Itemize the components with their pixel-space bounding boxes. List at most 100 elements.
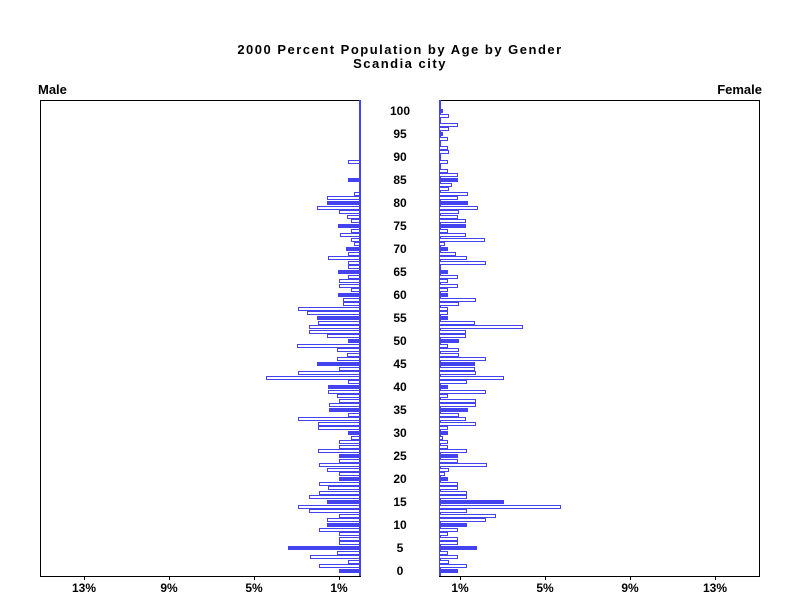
male-bar-age-49 [297, 344, 360, 348]
female-bar-age-28 [439, 440, 448, 444]
female-bar-age-87 [439, 169, 448, 173]
male-bar-age-60 [338, 293, 360, 297]
age-tick-label-30: 30 [393, 426, 407, 440]
male-bar-age-64 [348, 275, 360, 279]
female-bar-age-64 [439, 275, 458, 279]
female-bar-age-62 [439, 284, 458, 288]
female-bar-age-34 [439, 413, 459, 417]
male-bar-age-77 [347, 215, 360, 219]
female-bar-age-91 [439, 150, 449, 154]
female-bar-age-97 [439, 123, 458, 127]
male-bar-age-41 [348, 380, 360, 384]
female-bar-age-96 [439, 127, 449, 131]
female-bar-age-83 [439, 187, 449, 191]
female-bar-age-55 [439, 316, 448, 320]
female-bar-age-89 [439, 160, 448, 164]
female-bar-age-32 [439, 422, 476, 426]
male-bar-age-17 [319, 491, 360, 495]
male-bar-age-24 [339, 459, 360, 463]
percent-tick [715, 576, 716, 580]
female-bar-age-0 [439, 569, 458, 573]
male-bar-age-79 [317, 206, 360, 210]
female-bar-age-54 [439, 321, 475, 325]
female-bar-age-19 [439, 482, 458, 486]
male-bar-age-39 [328, 390, 360, 394]
male-bar-age-27 [339, 445, 360, 449]
female-bar-age-4 [439, 551, 448, 555]
female-bar-age-67 [439, 261, 486, 265]
male-bar-age-55 [317, 316, 360, 320]
male-bar-age-75 [338, 224, 360, 228]
male-bar-age-23 [319, 463, 360, 467]
female-bar-age-2 [439, 560, 449, 564]
chart-title: 2000 Percent Population by Age by Gender [237, 42, 563, 57]
female-bar-age-24 [439, 459, 458, 463]
female-bar-age-68 [439, 256, 467, 260]
female-bar-age-78 [439, 210, 459, 214]
male-bar-age-62 [339, 284, 360, 288]
percent-tick-label-13%: 13% [702, 581, 728, 595]
male-bar-age-14 [298, 505, 360, 509]
female-bar-age-6 [439, 541, 458, 545]
male-bar-age-67 [348, 261, 360, 265]
female-bar-age-81 [439, 196, 458, 200]
male-bar-age-46 [337, 357, 360, 361]
female-bar-age-13 [439, 509, 467, 513]
male-bar-age-19 [319, 482, 360, 486]
female-bar-age-48 [439, 348, 459, 352]
male-bar-age-20 [339, 477, 360, 481]
female-bar-age-16 [439, 495, 467, 499]
male-bar-age-31 [318, 426, 360, 430]
male-bar-age-68 [328, 256, 360, 260]
female-bar-age-72 [439, 238, 485, 242]
percent-tick [169, 576, 170, 580]
male-bar-age-2 [348, 560, 360, 564]
female-bar-age-33 [439, 417, 466, 421]
percent-tick-label-5%: 5% [245, 581, 263, 595]
female-bar-age-18 [439, 486, 458, 490]
chart-subtitle: Scandia city [353, 56, 447, 71]
female-bar-age-84 [439, 183, 452, 187]
female-bar-age-10 [439, 523, 467, 527]
age-tick-label-60: 60 [393, 288, 407, 302]
female-bar-age-57 [439, 307, 448, 311]
female-bar-age-77 [439, 215, 458, 219]
female-bar-age-95 [439, 132, 443, 136]
female-bar-age-92 [439, 146, 448, 150]
male-bar-age-71 [354, 242, 360, 246]
female-bar-age-30 [439, 431, 448, 435]
male-panel [40, 100, 361, 577]
age-tick-label-80: 80 [393, 196, 407, 210]
female-bar-age-80 [439, 201, 468, 205]
female-bar-age-69 [439, 252, 456, 256]
age-tick-label-100: 100 [389, 104, 411, 118]
male-bar-age-12 [339, 514, 360, 518]
male-bar-age-76 [351, 219, 360, 223]
age-tick-label-35: 35 [393, 403, 407, 417]
female-bar-age-35 [439, 408, 468, 412]
female-bar-age-56 [439, 311, 448, 315]
female-bar-age-75 [439, 224, 466, 228]
percent-tick [84, 576, 85, 580]
age-tick-label-50: 50 [393, 334, 407, 348]
female-bar-age-50 [439, 339, 459, 343]
male-bar-age-74 [351, 229, 360, 233]
male-bar-age-70 [346, 247, 360, 251]
female-bar-age-99 [439, 114, 449, 118]
female-bar-age-23 [439, 463, 487, 467]
female-bar-age-61 [439, 288, 448, 292]
female-bar-age-63 [439, 279, 448, 283]
female-bar-age-25 [439, 454, 458, 458]
female-bar-age-59 [439, 298, 476, 302]
female-bar-age-27 [439, 445, 448, 449]
male-bar-age-13 [309, 509, 360, 513]
male-bar-age-29 [351, 436, 360, 440]
age-tick-label-70: 70 [393, 242, 407, 256]
age-tick-label-90: 90 [393, 150, 407, 164]
male-bar-age-36 [329, 403, 360, 407]
male-bar-age-10 [327, 523, 360, 527]
female-bar-age-8 [439, 532, 448, 536]
female-bar-age-100 [439, 109, 443, 113]
age-tick-label-45: 45 [393, 357, 407, 371]
